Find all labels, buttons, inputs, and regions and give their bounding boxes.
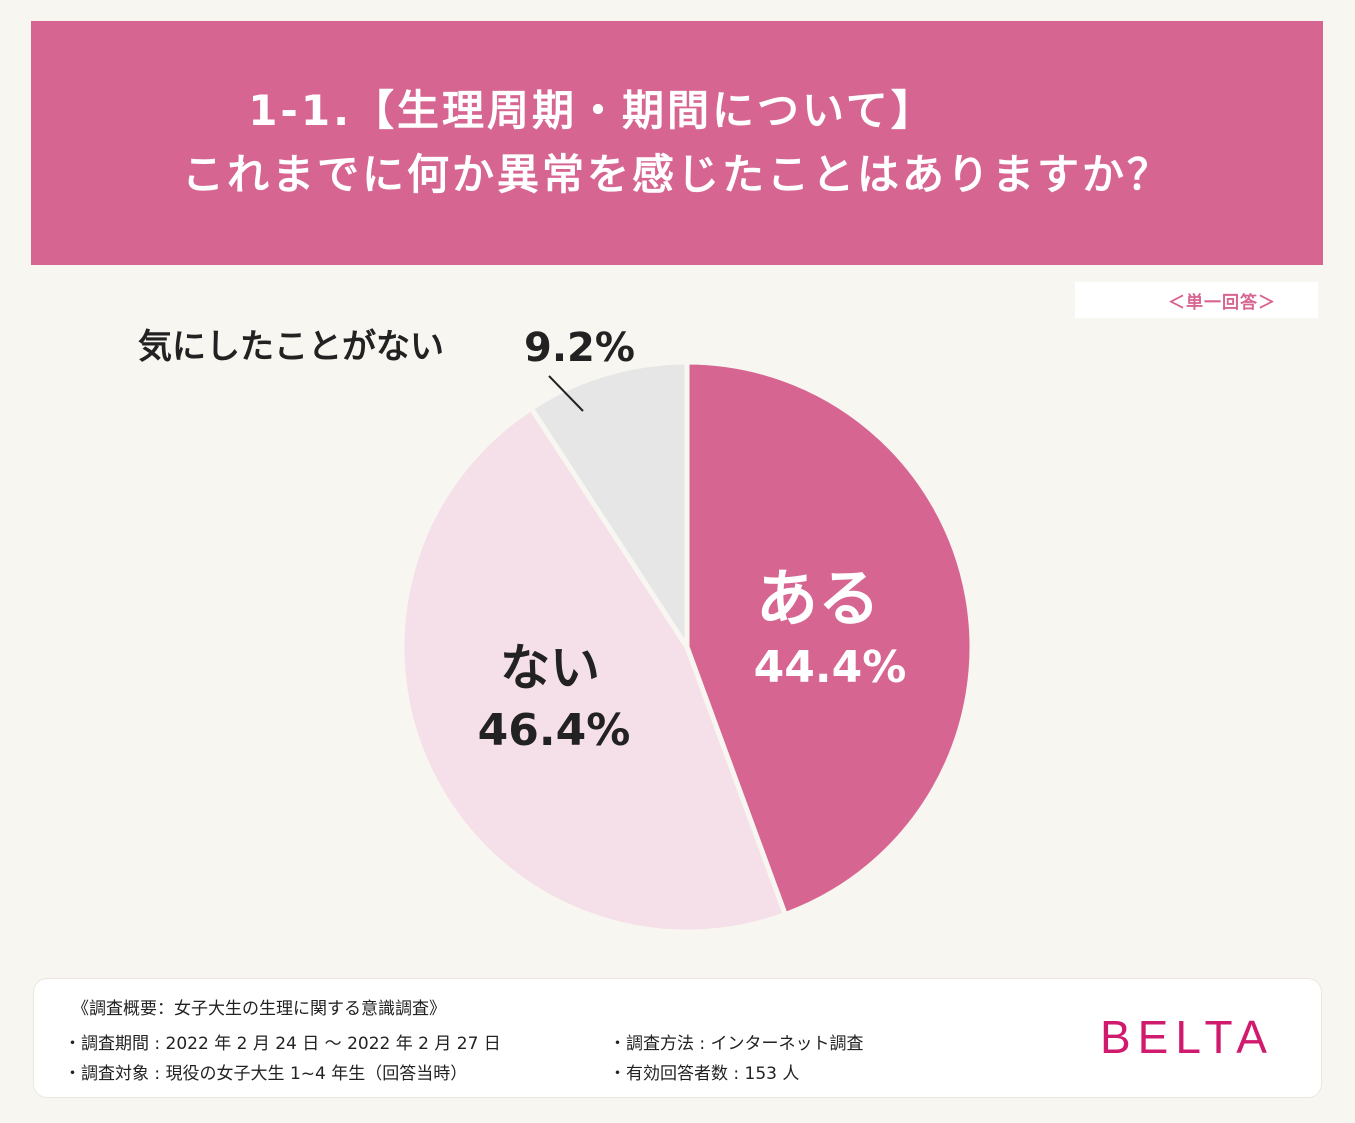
pie-slice-aru <box>684 359 975 918</box>
title-line-2: これまでに何か異常を感じたことはありますか？ <box>181 150 1172 199</box>
slice-label-nai-name: ない <box>500 639 600 697</box>
title-line-1: 1-1.【生理周期・期間について】 <box>248 86 936 135</box>
slice-label-nai-value: 46.4% <box>478 705 631 756</box>
survey-summary-box: 《調査概要：女子大生の生理に関する意識調査》 ・調査期間 : 2022 年 2 … <box>33 978 1322 1098</box>
pie-slice-nai <box>399 405 788 935</box>
slice-label-kinishita-value: 9.2% <box>524 325 635 371</box>
survey-heading: 《調査概要：女子大生の生理に関する意識調査》 <box>72 999 446 1019</box>
slice-label-kinishita-name: 気にしたことがない <box>138 327 444 367</box>
title-banner: 1-1.【生理周期・期間について】 これまでに何か異常を感じたことはありますか？ <box>31 21 1323 265</box>
brand-logo: BELTA <box>1100 1011 1274 1063</box>
survey-target: ・調査対象 : 現役の女子大生 1~4 年生（回答当時） <box>64 1064 468 1084</box>
answer-type-tag: ＜単一回答＞ <box>1075 282 1318 318</box>
slice-label-aru-value: 44.4% <box>754 642 907 693</box>
survey-respondents: ・有効回答者数 : 153 人 <box>609 1064 800 1084</box>
slice-label-aru-name: ある <box>756 562 880 635</box>
pie-slice-kinishita <box>528 359 690 650</box>
pie-slices <box>399 359 975 935</box>
survey-period: ・調査期間 : 2022 年 2 月 24 日 〜 2022 年 2 月 27 … <box>64 1034 501 1054</box>
survey-method: ・調査方法 : インターネット調査 <box>609 1034 864 1054</box>
callout-line-kinishita <box>548 375 584 412</box>
